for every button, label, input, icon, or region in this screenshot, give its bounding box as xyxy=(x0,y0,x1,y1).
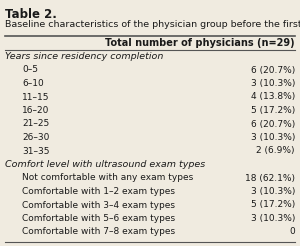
Text: Comfort level with ultrasound exam types: Comfort level with ultrasound exam types xyxy=(5,160,205,169)
Text: 6 (20.7%): 6 (20.7%) xyxy=(251,120,295,128)
Text: Comfortable with 1–2 exam types: Comfortable with 1–2 exam types xyxy=(22,187,175,196)
Text: Baseline characteristics of the physician group before the first training block.: Baseline characteristics of the physicia… xyxy=(5,20,300,29)
Text: Table 2.: Table 2. xyxy=(5,8,57,21)
Text: 11–15: 11–15 xyxy=(22,92,50,102)
Text: Not comfortable with any exam types: Not comfortable with any exam types xyxy=(22,173,193,183)
Text: 6–10: 6–10 xyxy=(22,79,44,88)
Text: 5 (17.2%): 5 (17.2%) xyxy=(251,106,295,115)
Text: Total number of physicians (n=29): Total number of physicians (n=29) xyxy=(105,38,295,48)
Text: 5 (17.2%): 5 (17.2%) xyxy=(251,200,295,210)
Text: 21–25: 21–25 xyxy=(22,120,49,128)
Text: 3 (10.3%): 3 (10.3%) xyxy=(250,79,295,88)
Text: Comfortable with 3–4 exam types: Comfortable with 3–4 exam types xyxy=(22,200,175,210)
Text: Comfortable with 5–6 exam types: Comfortable with 5–6 exam types xyxy=(22,214,175,223)
Text: Years since residency completion: Years since residency completion xyxy=(5,52,164,61)
Text: 3 (10.3%): 3 (10.3%) xyxy=(250,133,295,142)
Text: 6 (20.7%): 6 (20.7%) xyxy=(251,65,295,75)
Text: 0: 0 xyxy=(289,228,295,236)
Text: 16–20: 16–20 xyxy=(22,106,50,115)
Text: Comfortable with 7–8 exam types: Comfortable with 7–8 exam types xyxy=(22,228,175,236)
Text: 26–30: 26–30 xyxy=(22,133,50,142)
Text: 18 (62.1%): 18 (62.1%) xyxy=(245,173,295,183)
Text: 2 (6.9%): 2 (6.9%) xyxy=(256,147,295,155)
Text: 3 (10.3%): 3 (10.3%) xyxy=(250,214,295,223)
Text: 31–35: 31–35 xyxy=(22,147,50,155)
Text: 0–5: 0–5 xyxy=(22,65,38,75)
Text: 4 (13.8%): 4 (13.8%) xyxy=(251,92,295,102)
Text: 3 (10.3%): 3 (10.3%) xyxy=(250,187,295,196)
